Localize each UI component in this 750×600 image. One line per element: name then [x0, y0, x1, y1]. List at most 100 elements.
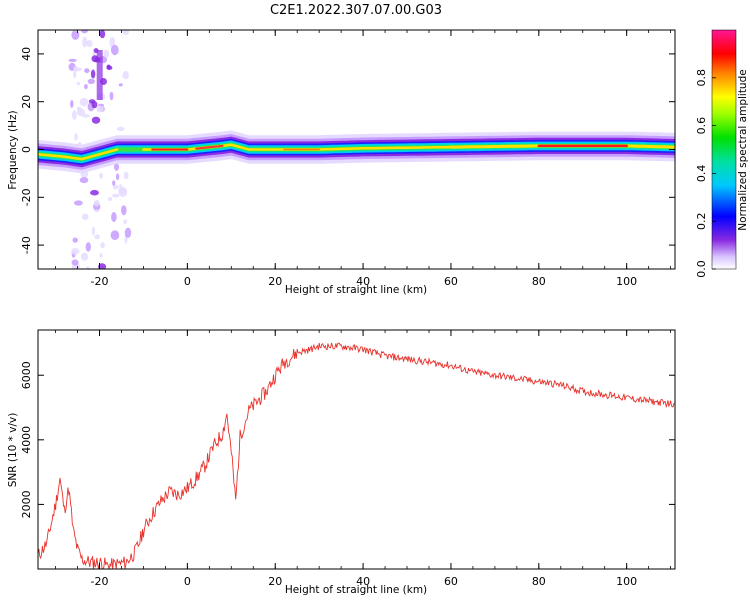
- heatmap-speckle: [68, 58, 77, 63]
- spectrogram-x-tick-label: -20: [91, 275, 109, 288]
- spectrogram-x-tick-label: 0: [184, 275, 191, 288]
- heatmap-speckle: [93, 199, 100, 207]
- spectrogram-y-tick-label: -20: [20, 188, 33, 206]
- heatmap-speckle: [111, 193, 120, 198]
- heatmap-speckle: [99, 30, 106, 39]
- heatmap-speckle: [112, 180, 116, 186]
- heatmap-speckle: [91, 116, 101, 124]
- heatmap-speckle: [100, 242, 105, 249]
- heatmap-speckle: [111, 212, 117, 222]
- heatmap-speckle: [76, 106, 82, 111]
- heatmap-speckle: [116, 126, 125, 132]
- heatmap-speckle: [115, 173, 120, 181]
- heatmap-speckle: [118, 187, 126, 195]
- snr-y-ticks: 2000 4000 6000: [20, 361, 675, 518]
- heatmap-speckle: [122, 30, 130, 35]
- figure-title: C2E1.2022.307.07.00.G03: [270, 3, 442, 18]
- heatmap-speckle: [71, 259, 79, 266]
- heatmap-speckle: [82, 114, 91, 118]
- snr-x-tick-label: 100: [616, 575, 637, 588]
- snr-x-tick-label: 80: [532, 575, 546, 588]
- heatmap-speckle: [119, 184, 123, 189]
- heatmap-speckle: [76, 81, 81, 86]
- spectrogram-y-tick-label: -40: [20, 236, 33, 254]
- heatmap-speckle: [86, 266, 90, 269]
- snr-x-tick-label: -20: [91, 575, 109, 588]
- snr-x-axis-label: Height of straight line (km): [285, 584, 427, 596]
- spectrogram-x-tick-label: 60: [444, 275, 458, 288]
- heatmap-speckle: [71, 248, 80, 255]
- heatmap-speckle: [70, 100, 74, 108]
- colorbar-tick-label: 0.0: [695, 260, 708, 278]
- heatmap-speckle: [103, 49, 110, 58]
- colorbar: 0.0 0.2 0.4 0.6 0.8 Normalized spectral ampl…: [695, 29, 749, 278]
- heatmap-layer: [38, 30, 675, 269]
- heatmap-speckle: [82, 36, 88, 48]
- heatmap-speckle: [112, 184, 119, 190]
- heatmap-speckle: [80, 252, 89, 261]
- snr-x-tick-label: 40: [356, 575, 370, 588]
- heatmap-speckle: [74, 133, 78, 141]
- snr-panel: -20 0 20 40 60 80 100 2000 4000 6000 Height of s…: [7, 329, 676, 596]
- heatmap-speckle: [72, 237, 78, 243]
- snr-x-tick-label: 0: [184, 575, 191, 588]
- heatmap-speckle: [121, 205, 127, 216]
- heatmap-speckle: [72, 110, 77, 120]
- heatmap-vertical-streak: [96, 50, 103, 100]
- heatmap-speckle: [73, 65, 78, 73]
- heatmap-speckle: [107, 197, 113, 201]
- heatmap-speckle: [110, 44, 119, 56]
- heatmap-speckle: [86, 40, 93, 48]
- snr-x-ticks: -20 0 20 40 60 80 100: [55, 330, 672, 588]
- snr-y-axis-label: SNR (10 * v/v): [7, 413, 19, 488]
- heatmap-speckle: [84, 84, 88, 90]
- heatmap-speckle: [123, 219, 127, 225]
- heatmap-speckle: [98, 263, 107, 269]
- colorbar-ticks: 0.0 0.2 0.4 0.6 0.8: [695, 69, 716, 278]
- snr-x-tick-label: 60: [444, 575, 458, 588]
- colorbar-tick-label: 0.4: [695, 165, 708, 183]
- spectrogram-x-tick-label: 100: [616, 275, 637, 288]
- spectrogram-panel: -20 0 20 40 60 80 100 -40 -20 0 20 40 Height of st…: [7, 29, 676, 296]
- heatmap-speckle: [79, 97, 89, 107]
- heatmap-speckle: [122, 71, 129, 80]
- spectrogram-x-tick-label: 80: [532, 275, 546, 288]
- snr-y-tick-label: 2000: [20, 490, 33, 518]
- heatmap-speckle: [90, 189, 99, 196]
- heatmap-speckle: [79, 177, 89, 184]
- heatmap-speckle: [81, 30, 88, 34]
- heatmap-speckle: [71, 30, 80, 40]
- spectrogram-x-ticks: -20 0 20 40 60 80 100: [55, 30, 672, 288]
- heatmap-speckle: [114, 162, 119, 171]
- heatmap-speckle: [90, 69, 96, 79]
- snr-frame: [37, 329, 676, 570]
- heatmap-speckle: [94, 209, 100, 213]
- spectrogram-x-tick-label: 20: [268, 275, 282, 288]
- spectrogram-x-tick-label: 40: [356, 275, 370, 288]
- snr-x-tick-label: 20: [268, 575, 282, 588]
- heatmap-speckle: [99, 172, 103, 179]
- heatmap-speckle: [74, 200, 83, 206]
- heatmap-speckle: [118, 83, 123, 87]
- heatmap-speckle: [91, 101, 98, 109]
- colorbar-tick-label: 0.6: [695, 117, 708, 135]
- heatmap-ridge: [195, 144, 224, 150]
- heatmap-ridge: [38, 148, 119, 161]
- heatmap-speckle: [94, 234, 100, 240]
- heatmap-speckle: [106, 64, 111, 70]
- spectrogram-y-tick-label: 0: [20, 146, 33, 153]
- heatmap-speckle: [110, 230, 120, 241]
- heatmap-speckle: [81, 213, 89, 220]
- heatmap-speckle: [87, 78, 96, 84]
- colorbar-gradient: [711, 29, 737, 270]
- heatmap-speckle: [92, 226, 95, 236]
- colorbar-tick-label: 0.8: [695, 69, 708, 87]
- snr-line-layer: [38, 342, 675, 569]
- heatmap-speckle: [84, 68, 90, 74]
- snr-y-tick-label: 6000: [20, 361, 33, 389]
- spectrogram-x-axis-label: Height of straight line (km): [285, 284, 427, 296]
- spectrogram-y-tick-label: 20: [20, 95, 33, 109]
- colorbar-label: Normalized spectral amplitude: [737, 69, 749, 230]
- spectrogram-y-tick-label: 40: [20, 47, 33, 61]
